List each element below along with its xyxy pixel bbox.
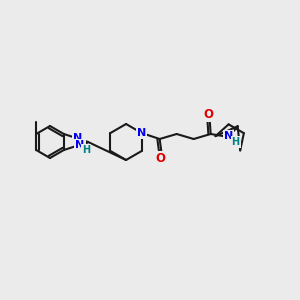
Text: H: H (232, 137, 240, 147)
Text: N: N (75, 140, 85, 150)
Text: N: N (224, 131, 233, 141)
Text: N: N (74, 133, 83, 143)
Text: N: N (137, 128, 146, 138)
Text: O: O (204, 107, 214, 121)
Text: H: H (82, 145, 90, 155)
Text: O: O (156, 152, 166, 166)
